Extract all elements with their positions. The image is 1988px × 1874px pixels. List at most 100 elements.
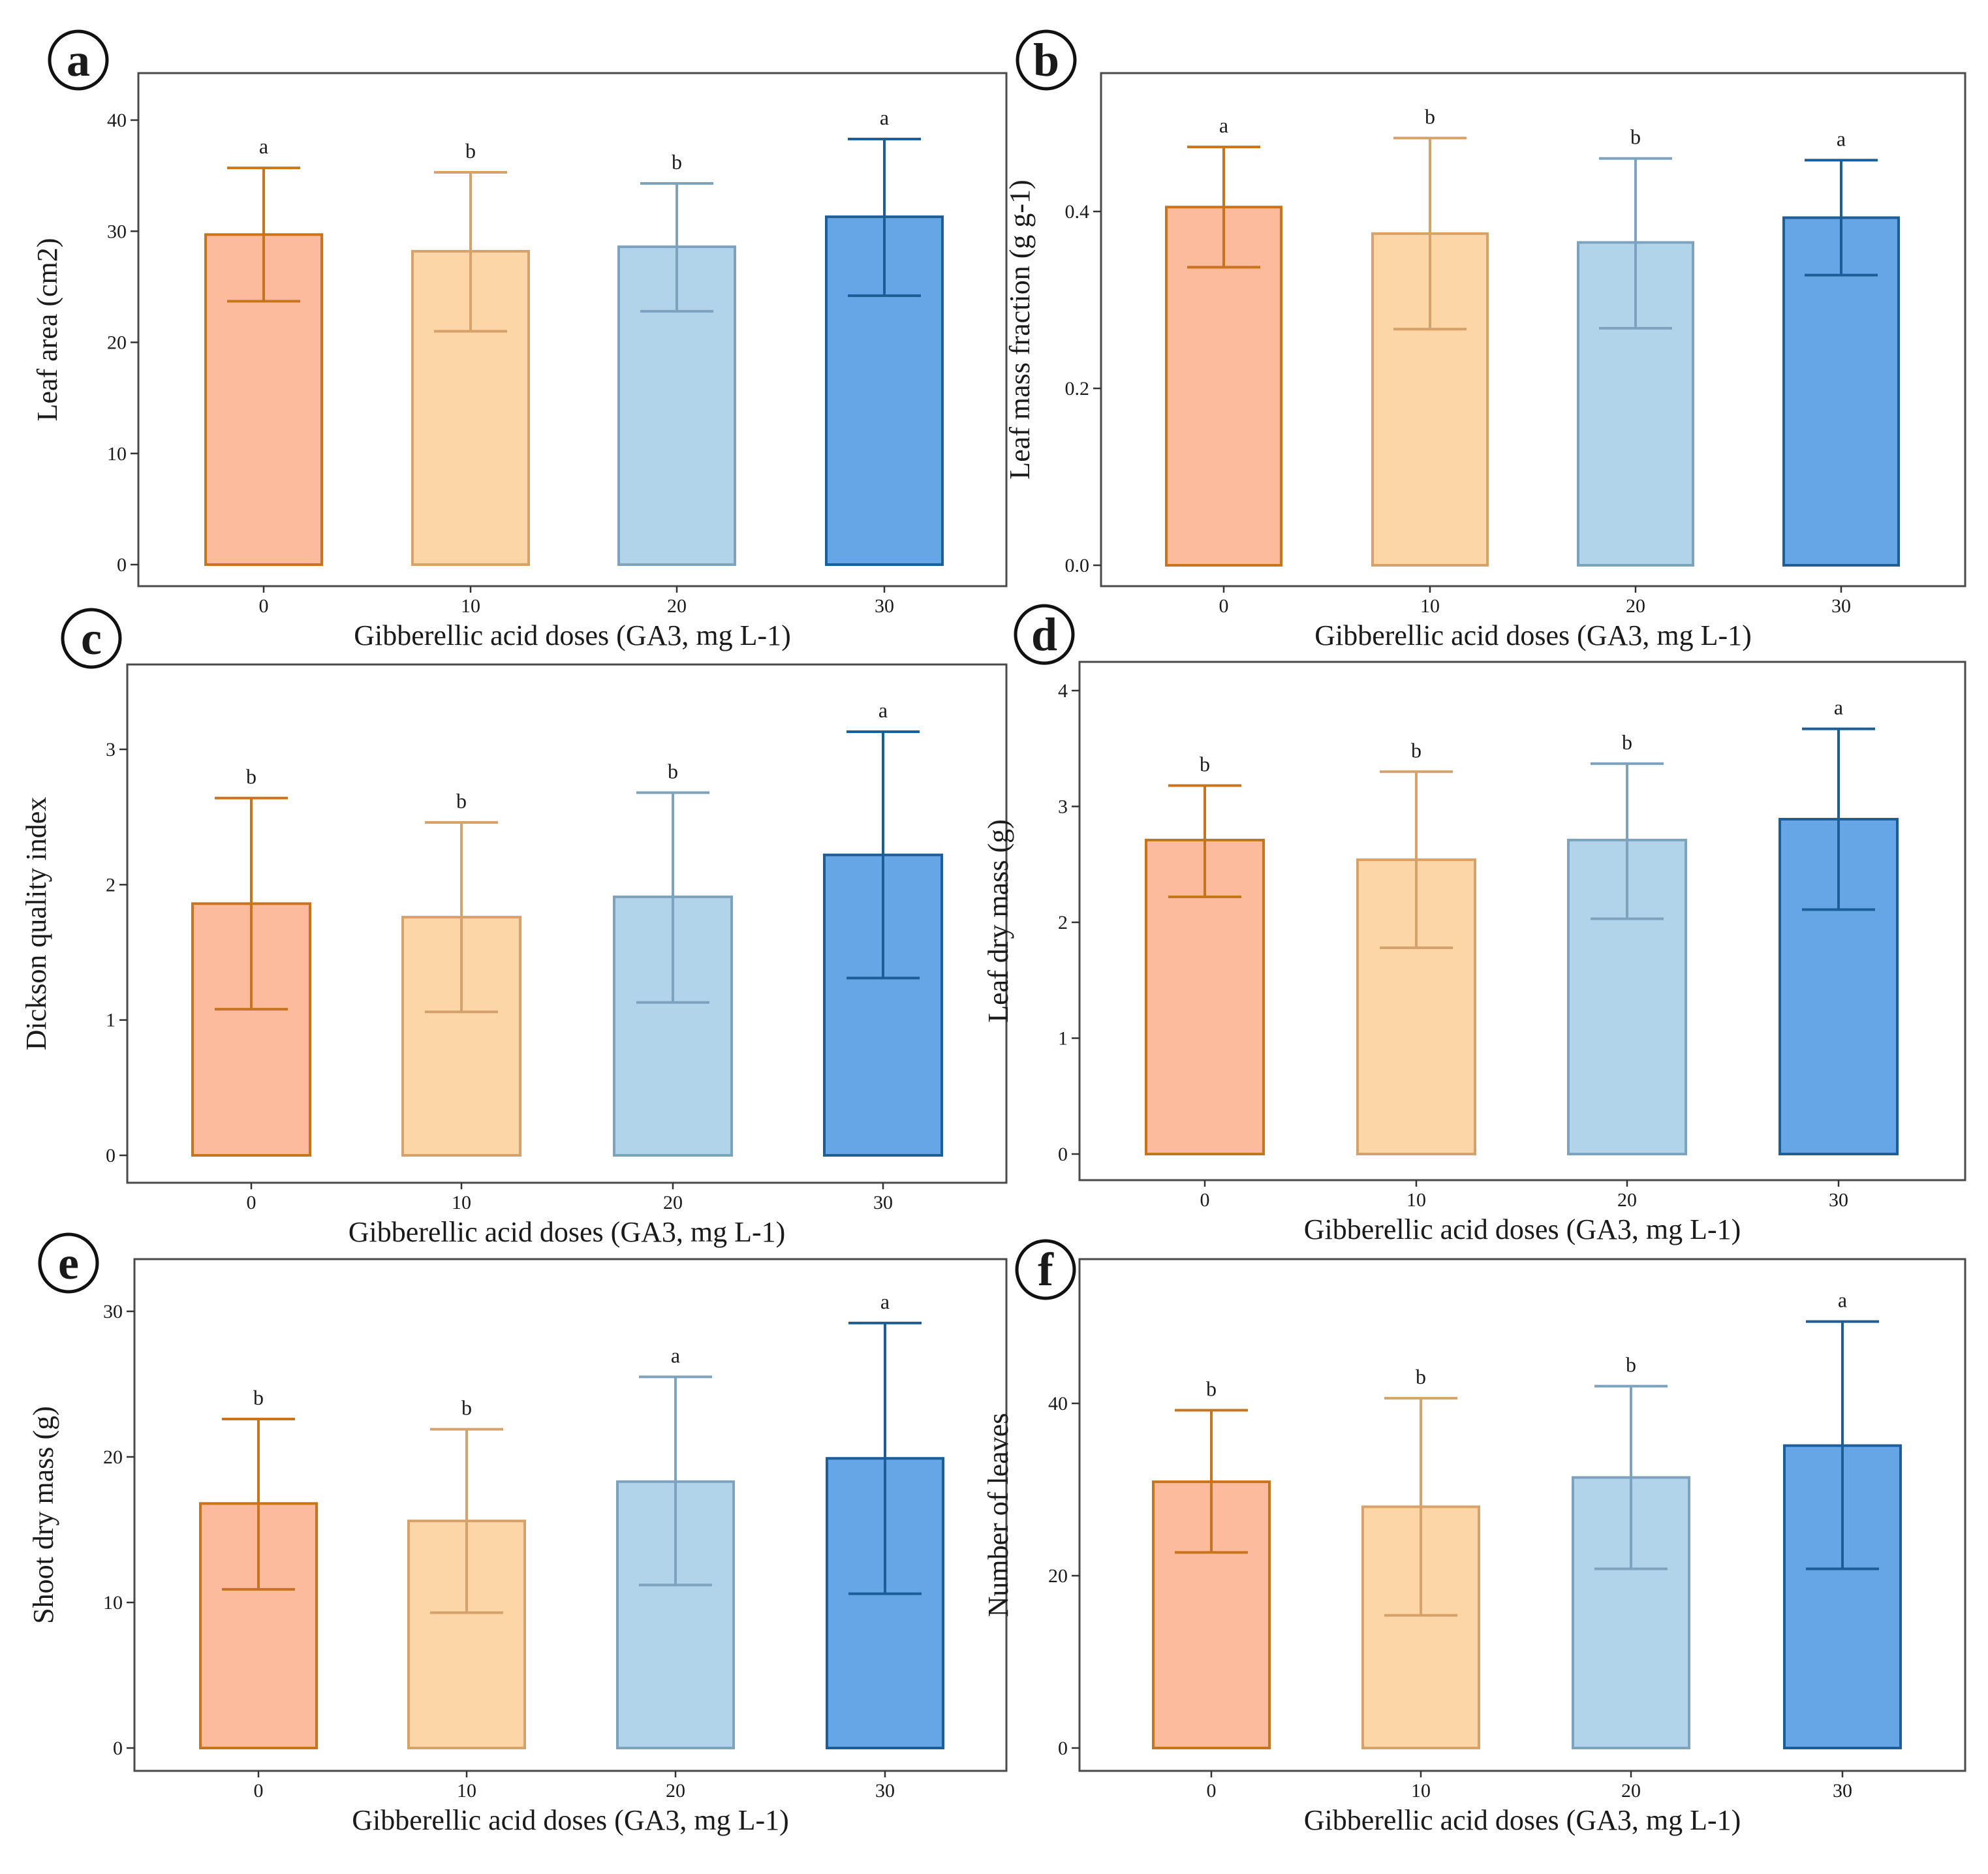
x-tick-label: 30 xyxy=(1831,595,1851,617)
significance-letter: b xyxy=(672,150,682,174)
panel-letter-circle xyxy=(38,1232,99,1294)
y-tick-label: 3 xyxy=(1058,796,1068,818)
y-tick-label: 20 xyxy=(1048,1565,1068,1587)
y-tick-label: 40 xyxy=(1048,1393,1068,1414)
panel-b: b 0.0 0.2 0.4 a 0 b 10 b 20 a 30 Gibberellic acid do… xyxy=(1004,29,1966,651)
significance-letter: a xyxy=(1219,114,1228,137)
y-tick-label: 20 xyxy=(107,332,127,354)
y-axis-title: Leaf dry mass (g) xyxy=(982,819,1014,1023)
x-axis-title: Gibberellic acid doses (GA3, mg L-1) xyxy=(349,1216,786,1248)
significance-letter: a xyxy=(878,698,888,722)
significance-letter: a xyxy=(880,106,889,129)
panel-frame xyxy=(1078,1258,1966,1772)
y-tick-label: 1 xyxy=(1058,1028,1068,1050)
y-axis-title: Leaf mass fraction (g g-1) xyxy=(1004,180,1036,479)
significance-letter: b xyxy=(253,1386,264,1409)
y-axis-title: Number of leaves xyxy=(982,1413,1014,1617)
x-axis-title: Gibberellic acid doses (GA3, mg L-1) xyxy=(352,1804,789,1836)
significance-letter: b xyxy=(456,789,467,813)
x-tick-label: 0 xyxy=(254,1780,264,1802)
x-tick-label: 0 xyxy=(1200,1189,1210,1211)
x-tick-label: 20 xyxy=(666,1780,685,1802)
significance-letter: a xyxy=(1837,127,1846,150)
x-axis-title: Gibberellic acid doses (GA3, mg L-1) xyxy=(1304,1804,1741,1836)
x-tick-label: 20 xyxy=(1617,1189,1637,1211)
y-tick-label: 20 xyxy=(103,1446,123,1468)
significance-letter: b xyxy=(668,759,678,783)
panel-letter-circle xyxy=(61,608,122,669)
y-axis-title: Shoot dry mass (g) xyxy=(27,1406,59,1624)
y-tick-label: 0 xyxy=(1058,1738,1068,1759)
panel-frame xyxy=(1100,72,1966,587)
y-tick-label: 1 xyxy=(106,1010,116,1031)
y-axis-title: Leaf area (cm2) xyxy=(31,238,63,422)
panel-letter-circle xyxy=(1014,604,1075,665)
x-tick-label: 0 xyxy=(259,595,269,617)
y-tick-label: 0 xyxy=(113,1738,123,1759)
x-tick-label: 0 xyxy=(1207,1780,1217,1802)
panel-c: c 0 1 2 3 b 0 b 10 b 20 a 30 Gibberellic acid doses (… xyxy=(20,608,1008,1248)
panel-letter: a xyxy=(67,34,90,86)
x-tick-label: 30 xyxy=(1829,1189,1848,1211)
significance-letter: a xyxy=(1838,1288,1847,1312)
x-tick-label: 0 xyxy=(247,1192,256,1213)
panel-letter-circle xyxy=(1015,1239,1076,1300)
panel-frame xyxy=(126,663,1008,1184)
x-tick-label: 20 xyxy=(667,595,687,617)
significance-letter: b xyxy=(1416,1365,1426,1388)
significance-letter: b xyxy=(1630,125,1641,149)
y-tick-label: 0 xyxy=(1058,1144,1068,1165)
significance-letter: b xyxy=(465,139,476,163)
significance-letter: b xyxy=(1411,738,1421,762)
y-axis-title: Dickson quality index xyxy=(20,797,52,1051)
significance-letter: a xyxy=(880,1290,890,1313)
x-tick-label: 20 xyxy=(663,1192,683,1213)
x-tick-label: 10 xyxy=(452,1192,471,1213)
x-axis-title: Gibberellic acid doses (GA3, mg L-1) xyxy=(1314,619,1752,651)
panel-f: f 0 20 40 b 0 b 10 b 20 a 30 Gibberellic acid doses … xyxy=(982,1239,1966,1836)
panel-letter: b xyxy=(1033,34,1059,86)
y-tick-label: 40 xyxy=(107,110,127,131)
x-tick-label: 10 xyxy=(457,1780,476,1802)
significance-letter: b xyxy=(246,765,256,789)
significance-letter: b xyxy=(461,1396,472,1420)
bar-dose-0 xyxy=(204,233,323,566)
x-tick-label: 30 xyxy=(875,1780,895,1802)
y-tick-label: 10 xyxy=(103,1592,123,1614)
significance-letter: b xyxy=(1626,1353,1636,1377)
panel-letter-circle xyxy=(48,29,109,91)
significance-letter: a xyxy=(259,134,268,158)
x-tick-label: 10 xyxy=(461,595,480,617)
panel-letter: e xyxy=(58,1237,79,1289)
y-tick-label: 0.4 xyxy=(1065,201,1090,223)
panel-letter-circle xyxy=(1016,29,1077,91)
panel-letter: c xyxy=(81,612,102,664)
y-tick-label: 0 xyxy=(117,554,127,576)
x-tick-label: 30 xyxy=(875,595,894,617)
x-tick-label: 10 xyxy=(1411,1780,1431,1802)
x-tick-label: 30 xyxy=(873,1192,893,1213)
x-tick-label: 20 xyxy=(1626,595,1645,617)
panel-letter: d xyxy=(1031,608,1057,661)
x-tick-label: 30 xyxy=(1833,1780,1852,1802)
y-tick-label: 2 xyxy=(106,874,116,896)
significance-letter: b xyxy=(1425,105,1435,129)
y-tick-label: 10 xyxy=(107,443,127,465)
panel-frame xyxy=(133,1258,1008,1772)
significance-letter: b xyxy=(1206,1377,1217,1401)
y-tick-label: 30 xyxy=(107,221,127,242)
y-tick-label: 0.2 xyxy=(1065,378,1090,399)
x-tick-label: 0 xyxy=(1219,595,1229,617)
panel-frame xyxy=(1078,661,1966,1181)
y-tick-label: 30 xyxy=(103,1301,123,1322)
y-tick-label: 0.0 xyxy=(1065,555,1090,576)
panel-d: d 0 1 2 3 4 b 0 b 10 b 20 a 30 Gibberellic acid doses … xyxy=(982,604,1966,1245)
significance-letter: a xyxy=(1834,696,1843,719)
y-tick-label: 2 xyxy=(1058,912,1068,933)
x-tick-label: 10 xyxy=(1406,1189,1426,1211)
x-tick-label: 10 xyxy=(1420,595,1440,617)
panel-frame xyxy=(137,72,1008,587)
significance-letter: b xyxy=(1200,753,1210,776)
panel-e: e 0 10 20 30 b 0 b 10 a 20 a 30 Gibberellic acid dose… xyxy=(27,1232,1008,1836)
